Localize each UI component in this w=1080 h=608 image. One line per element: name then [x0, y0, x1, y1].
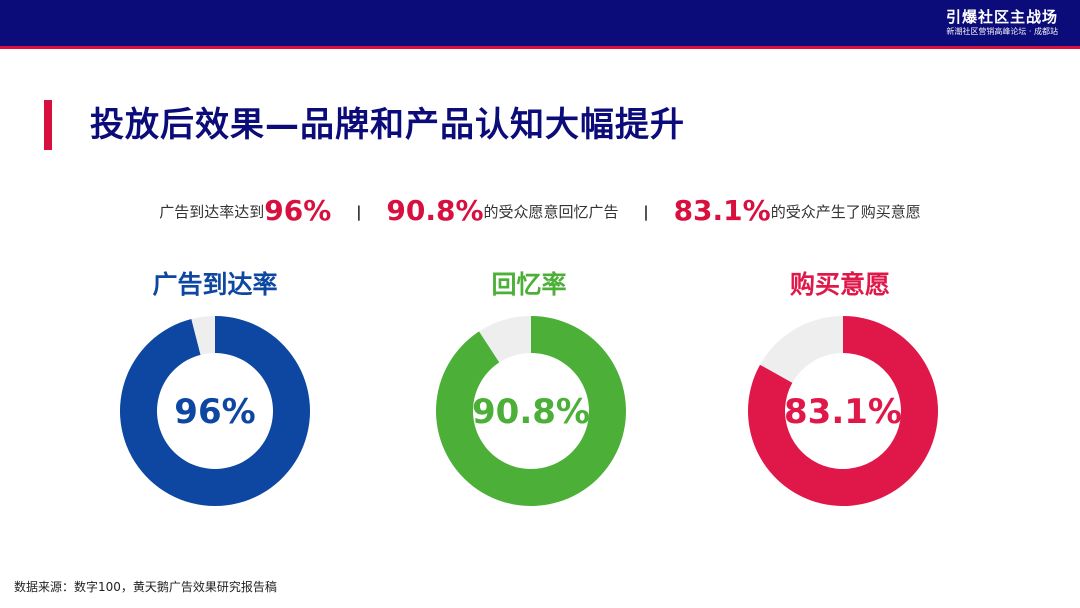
brand-title: 引爆社区主战场: [945, 8, 1058, 26]
summary-recall-text: 的受众愿意回忆广告: [483, 203, 619, 221]
summary-reach-value: 96%: [264, 194, 332, 227]
donut-segment-reach: [119, 316, 310, 506]
donut-label-purchase: 83.1%: [784, 392, 902, 432]
page-title: 投放后效果—品牌和产品认知大幅提升: [90, 105, 685, 145]
summary-purchase-text: 的受众产生了购买意愿: [770, 203, 921, 221]
donut-label-recall: 90.8%: [472, 392, 590, 432]
top-banner: 引爆社区主战场 新潮社区营销高峰论坛 · 成都站: [0, 0, 1080, 49]
summary-line: 广告到达率达到96% | 90.8%的受众愿意回忆广告 | 83.1%的受众产生…: [0, 194, 1080, 227]
donut-chart-reach: 96%: [119, 316, 310, 506]
summary-separator: |: [643, 203, 649, 221]
summary-separator: |: [356, 203, 362, 221]
brand-subtitle: 新潮社区营销高峰论坛 · 成都站: [946, 27, 1058, 36]
chart-title-recall: 回忆率: [491, 270, 567, 299]
donut-remainder-recall: [479, 316, 531, 363]
donut-chart-recall: 90.8%: [436, 316, 626, 506]
event-brand: 引爆社区主战场 新潮社区营销高峰论坛 · 成都站: [946, 8, 1058, 37]
donut-chart-purchase: 83.1%: [748, 316, 938, 506]
summary-recall-value: 90.8%: [386, 194, 484, 227]
summary-reach-text: 广告到达率达到: [159, 203, 265, 221]
donut-remainder-purchase: [760, 316, 843, 383]
donut-segment-purchase: [748, 316, 938, 506]
donut-segment-recall: [436, 316, 626, 506]
chart-title-reach: 广告到达率: [152, 270, 278, 299]
donut-label-reach: 96%: [174, 392, 255, 432]
data-source-note: 数据来源：数字100，黄天鹅广告效果研究报告稿: [14, 580, 277, 594]
title-accent-bar: [44, 100, 52, 150]
summary-purchase-value: 83.1%: [673, 194, 771, 227]
chart-title-purchase: 购买意愿: [789, 270, 890, 299]
donut-remainder-reach: [191, 316, 215, 355]
